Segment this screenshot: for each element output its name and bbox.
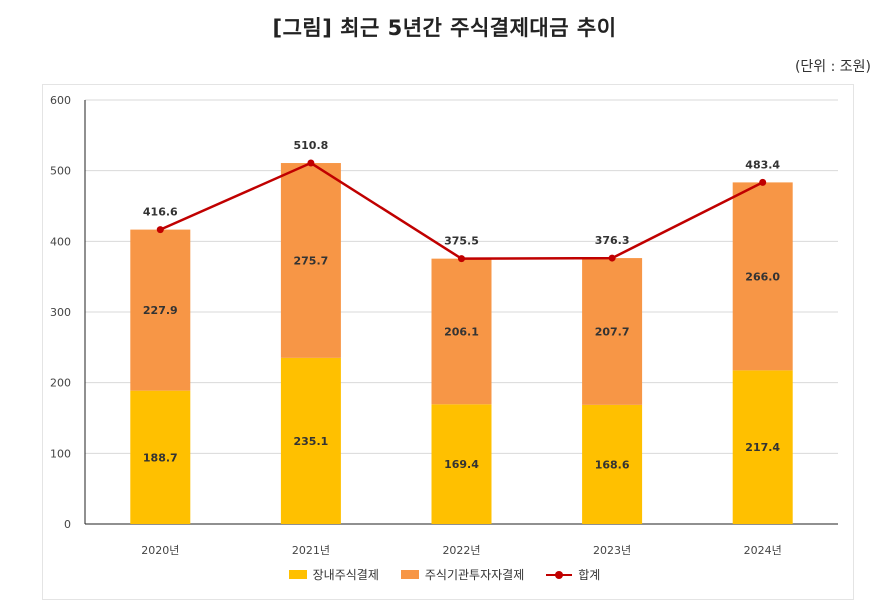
total-marker bbox=[458, 255, 465, 263]
total-marker bbox=[307, 159, 315, 167]
x-tick-label: 2020년 bbox=[141, 544, 179, 557]
y-tick-label: 600 bbox=[50, 94, 71, 107]
legend-item-institutional: 주식기관투자자결제 bbox=[400, 566, 525, 583]
legend-item-total: 합계 bbox=[546, 566, 600, 583]
chart-legend: 장내주식결제 주식기관투자자결제 합계 bbox=[0, 566, 889, 583]
data-label-institutional: 266.0 bbox=[745, 270, 780, 283]
data-label-institutional: 207.7 bbox=[595, 325, 630, 338]
data-label-domestic: 217.4 bbox=[745, 441, 780, 454]
x-tick-label: 2024년 bbox=[744, 544, 782, 557]
y-tick-label: 0 bbox=[64, 518, 71, 531]
unit-label: (단위 : 조원) bbox=[794, 59, 871, 75]
y-tick-label: 400 bbox=[50, 235, 71, 248]
data-label-institutional: 206.1 bbox=[444, 325, 479, 338]
chart-panel bbox=[42, 84, 854, 600]
bar-domestic bbox=[280, 357, 341, 524]
legend-label-institutional: 주식기관투자자결제 bbox=[424, 568, 525, 582]
legend-swatch-total bbox=[546, 570, 573, 580]
data-label-institutional: 227.9 bbox=[143, 304, 178, 317]
bar-domestic bbox=[582, 404, 643, 524]
legend-swatch-institutional bbox=[400, 570, 419, 579]
x-tick-label: 2022년 bbox=[442, 544, 480, 557]
data-label-total: 483.4 bbox=[745, 158, 780, 171]
data-label-domestic: 168.6 bbox=[595, 458, 630, 471]
total-marker bbox=[608, 254, 616, 262]
bar-institutional bbox=[732, 182, 793, 371]
bar-institutional bbox=[582, 258, 643, 405]
x-tick-label: 2021년 bbox=[292, 544, 330, 557]
data-label-total: 376.3 bbox=[595, 234, 630, 247]
y-tick-label: 300 bbox=[50, 306, 71, 319]
x-tick-label: 2023년 bbox=[593, 544, 631, 557]
data-label-domestic: 169.4 bbox=[444, 458, 479, 471]
data-label-total: 416.6 bbox=[143, 206, 178, 219]
chart-title: [그림] 최근 5년간 주식결제대금 추이 bbox=[272, 16, 617, 40]
legend-item-domestic: 장내주식결제 bbox=[288, 566, 379, 583]
data-label-domestic: 188.7 bbox=[143, 451, 178, 464]
total-marker bbox=[156, 226, 164, 234]
data-label-total: 510.8 bbox=[294, 139, 329, 152]
data-label-institutional: 275.7 bbox=[294, 254, 329, 267]
legend-label-domestic: 장내주식결제 bbox=[312, 568, 379, 582]
data-label-total: 375.5 bbox=[444, 235, 479, 248]
y-tick-label: 200 bbox=[50, 377, 71, 390]
total-marker bbox=[759, 178, 767, 186]
bar-institutional bbox=[431, 258, 492, 405]
y-tick-label: 500 bbox=[50, 165, 71, 178]
bar-domestic bbox=[431, 404, 492, 524]
bar-domestic bbox=[732, 370, 793, 524]
bar-domestic bbox=[130, 390, 191, 524]
bar-institutional bbox=[280, 163, 341, 358]
legend-swatch-domestic bbox=[288, 570, 307, 579]
legend-label-total: 합계 bbox=[578, 568, 601, 582]
bar-institutional bbox=[130, 229, 191, 391]
y-tick-label: 100 bbox=[50, 447, 71, 460]
data-label-domestic: 235.1 bbox=[294, 435, 329, 448]
